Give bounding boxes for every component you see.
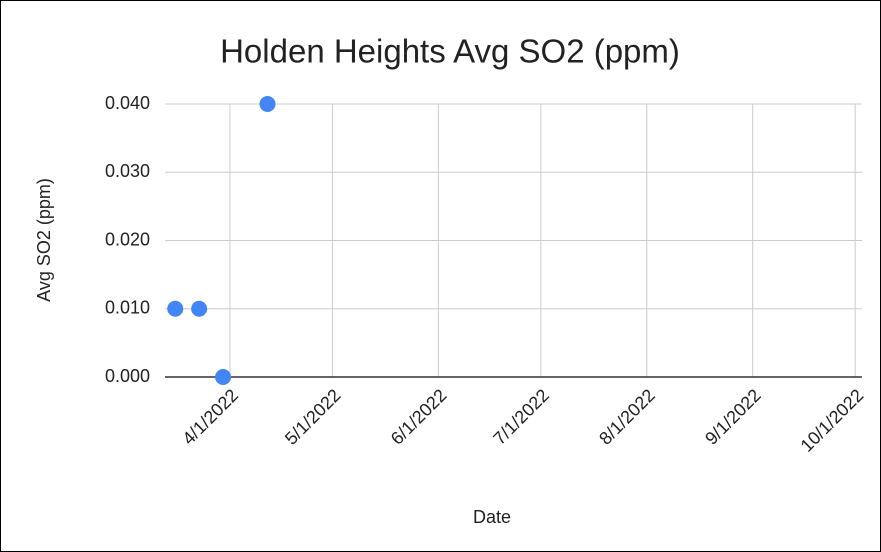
y-tick-label: 0.030	[105, 161, 150, 181]
point	[215, 369, 232, 385]
y-tick-label: 0.020	[105, 229, 150, 249]
point	[259, 96, 276, 112]
chart-title: Holden Heights Avg SO2 (ppm)	[220, 33, 680, 70]
y-tick-label: 0.040	[105, 93, 150, 113]
point	[191, 300, 208, 317]
point	[167, 300, 184, 317]
y-axis-title: Avg SO2 (ppm)	[34, 178, 54, 302]
y-tick-label: 0.000	[105, 366, 150, 386]
x-axis-title: Date	[473, 507, 511, 527]
y-tick-label: 0.010	[105, 298, 150, 318]
